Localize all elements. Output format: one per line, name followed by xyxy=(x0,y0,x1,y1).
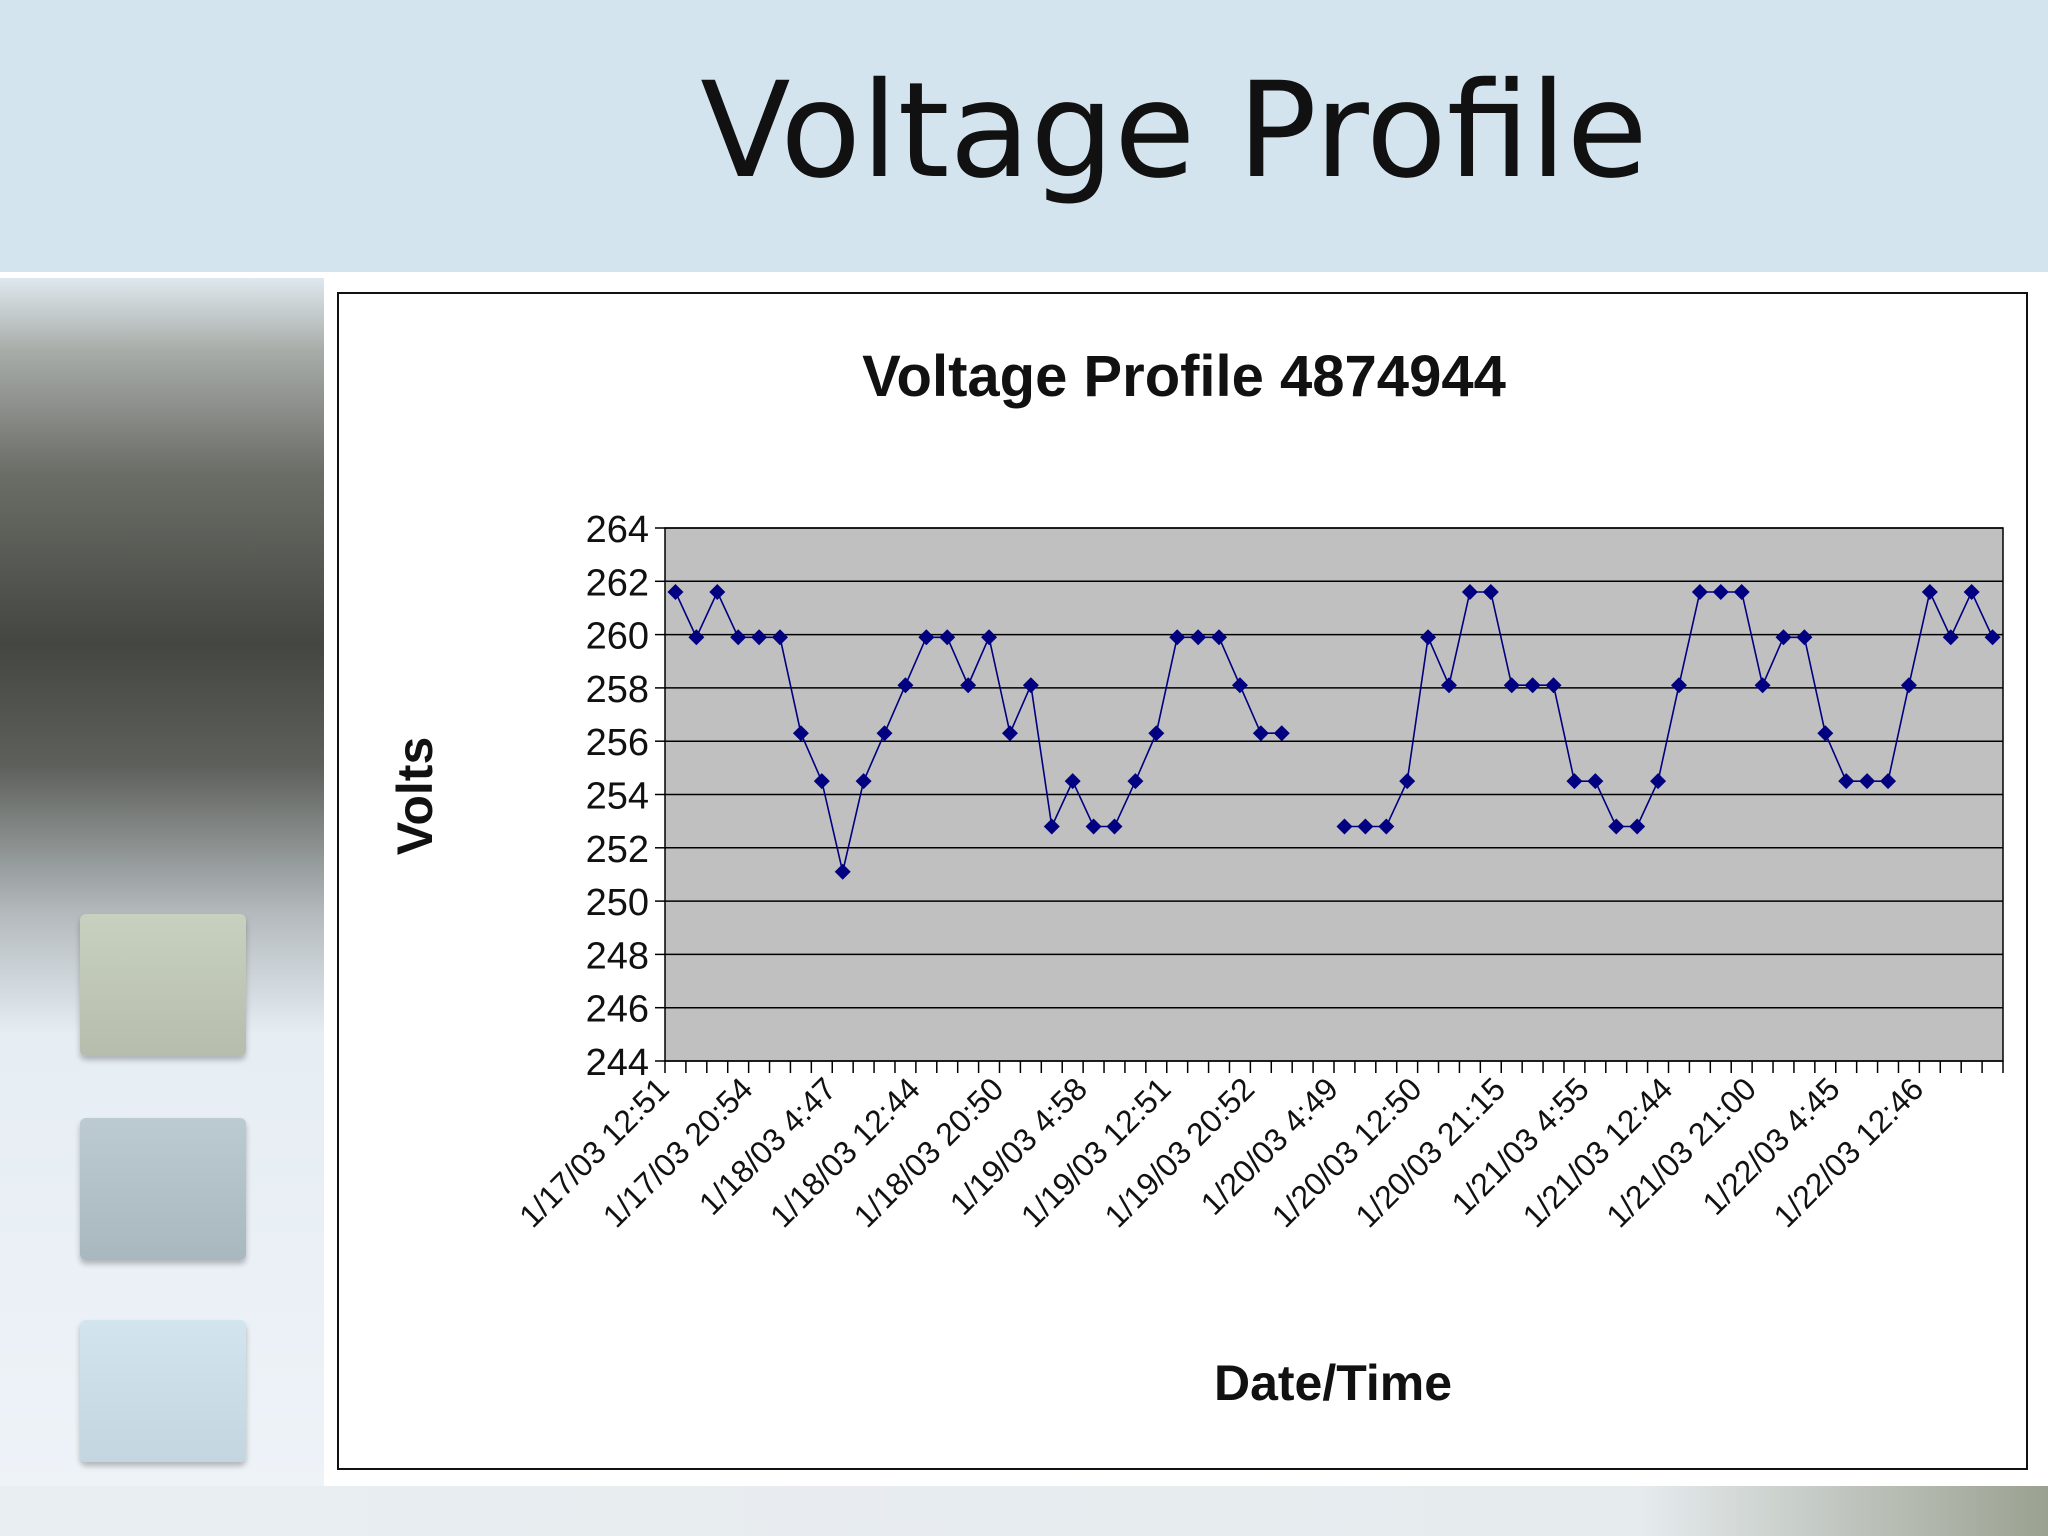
data-point xyxy=(1608,818,1625,835)
data-point xyxy=(792,725,809,742)
data-point xyxy=(709,583,726,600)
data-point xyxy=(1064,773,1081,790)
y-tick-label: 256 xyxy=(586,722,649,764)
data-point xyxy=(1566,773,1583,790)
data-point xyxy=(1880,773,1897,790)
data-point xyxy=(1022,677,1039,694)
header-divider xyxy=(0,272,2048,278)
data-point xyxy=(1650,773,1667,790)
data-point xyxy=(1921,583,1938,600)
data-point xyxy=(1670,677,1687,694)
data-point xyxy=(1712,583,1729,600)
y-tick-label: 246 xyxy=(586,989,649,1031)
x-tick-label: 1/22/03 12:46 xyxy=(1766,1070,1930,1234)
data-point xyxy=(1629,818,1646,835)
decorative-left-image xyxy=(0,278,324,1498)
decorative-swatch-gray xyxy=(80,1118,246,1260)
data-point xyxy=(876,725,893,742)
slide-header xyxy=(0,0,2048,272)
y-tick-label: 262 xyxy=(586,562,649,604)
data-point xyxy=(667,583,684,600)
y-tick-label: 244 xyxy=(586,1042,649,1084)
data-point xyxy=(1127,773,1144,790)
data-point xyxy=(1984,629,2001,646)
data-point xyxy=(1357,818,1374,835)
y-tick-label: 264 xyxy=(586,509,649,551)
data-point xyxy=(1482,583,1499,600)
data-point xyxy=(1859,773,1876,790)
data-point xyxy=(1273,725,1290,742)
data-point xyxy=(1231,677,1248,694)
data-point xyxy=(918,629,935,646)
decorative-bottom-band xyxy=(0,1486,2048,1536)
slide-title: Voltage Profile xyxy=(700,54,1648,208)
data-point xyxy=(1963,583,1980,600)
data-point xyxy=(771,629,788,646)
data-point xyxy=(1378,818,1395,835)
data-point xyxy=(1043,818,1060,835)
data-point xyxy=(1001,725,1018,742)
data-point xyxy=(981,629,998,646)
decorative-swatch-green xyxy=(80,914,246,1056)
decorative-swatch-blue xyxy=(80,1320,246,1462)
data-point xyxy=(1733,583,1750,600)
data-point xyxy=(751,629,768,646)
data-point xyxy=(1503,677,1520,694)
y-tick-label: 260 xyxy=(586,616,649,658)
y-tick-label: 252 xyxy=(586,829,649,871)
data-point xyxy=(960,677,977,694)
data-point xyxy=(688,629,705,646)
y-tick-label: 254 xyxy=(586,776,649,818)
data-point xyxy=(1900,677,1917,694)
data-point xyxy=(1336,818,1353,835)
y-tick-label: 248 xyxy=(586,935,649,977)
chart-title: Voltage Profile 4874944 xyxy=(862,344,1506,409)
data-point xyxy=(1420,629,1437,646)
data-point xyxy=(1399,773,1416,790)
data-point xyxy=(1461,583,1478,600)
data-point xyxy=(1190,629,1207,646)
data-point xyxy=(855,773,872,790)
data-point xyxy=(834,863,851,880)
data-point xyxy=(939,629,956,646)
data-point xyxy=(1817,725,1834,742)
data-point xyxy=(1587,773,1604,790)
y-tick-label: 258 xyxy=(586,669,649,711)
data-point xyxy=(1942,629,1959,646)
y-tick-label: 250 xyxy=(586,882,649,924)
data-point xyxy=(1754,677,1771,694)
data-point xyxy=(1796,629,1813,646)
data-point xyxy=(1106,818,1123,835)
data-point xyxy=(1691,583,1708,600)
data-point xyxy=(1775,629,1792,646)
data-point xyxy=(1169,629,1186,646)
data-point xyxy=(1148,725,1165,742)
data-point xyxy=(813,773,830,790)
data-point xyxy=(1545,677,1562,694)
data-point xyxy=(1211,629,1228,646)
data-point xyxy=(1838,773,1855,790)
data-point xyxy=(897,677,914,694)
data-point xyxy=(730,629,747,646)
x-axis-label: Date/Time xyxy=(1214,1355,1452,1411)
data-point xyxy=(1085,818,1102,835)
data-point xyxy=(1252,725,1269,742)
y-axis-label: Volts xyxy=(387,737,443,856)
data-point xyxy=(1524,677,1541,694)
data-point xyxy=(1440,677,1457,694)
